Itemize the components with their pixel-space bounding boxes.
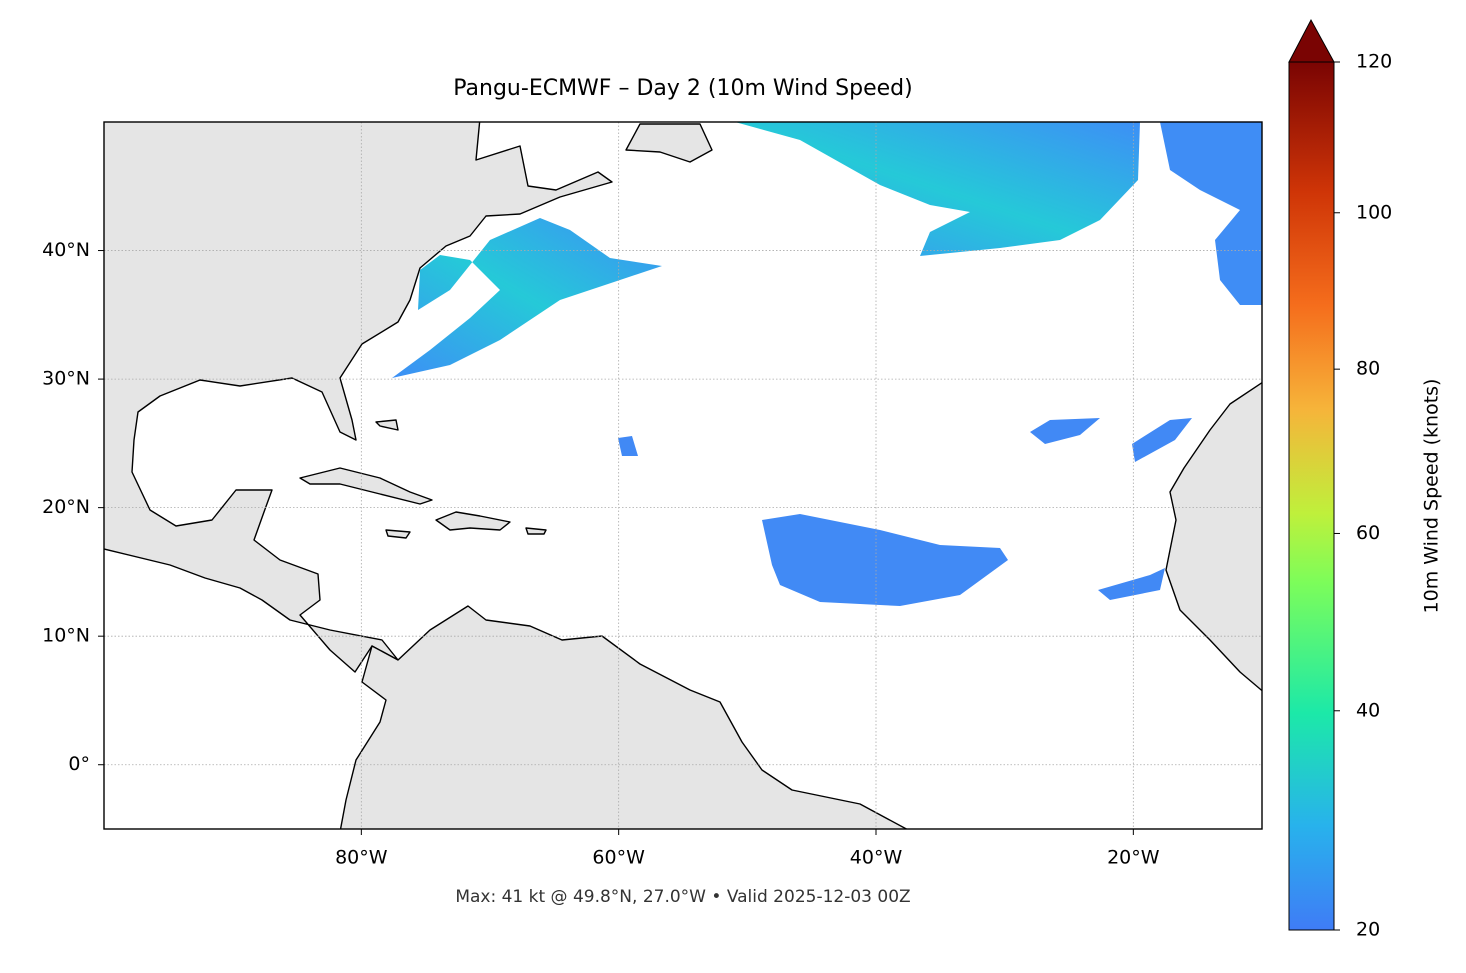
wind-area xyxy=(762,514,1008,606)
colorbar-tick-label: 80 xyxy=(1356,358,1380,380)
y-tick-label: 40°N xyxy=(42,239,90,261)
islands xyxy=(375,419,547,539)
map-body xyxy=(104,122,1262,829)
x-tick-label: 60°W xyxy=(592,847,645,869)
africa xyxy=(1165,381,1262,692)
wind-area xyxy=(392,218,662,378)
colorbar-label: 10m Wind Speed (knots) xyxy=(1421,379,1443,614)
colorbar-tick-label: 40 xyxy=(1356,699,1380,721)
x-tick-label: 40°W xyxy=(850,847,903,869)
y-tick-label: 0° xyxy=(68,753,90,775)
plot-frame xyxy=(103,121,1263,830)
colorbar xyxy=(1288,61,1335,931)
chart-title: Pangu-ECMWF – Day 2 (10m Wind Speed) xyxy=(453,76,912,101)
colorbar-tick-label: 60 xyxy=(1356,522,1380,544)
colorbar-extend xyxy=(1288,18,1335,63)
canada-east xyxy=(625,123,713,163)
hispaniola xyxy=(435,511,511,531)
south-america xyxy=(339,605,908,829)
colorbar-tick-label: 100 xyxy=(1356,201,1392,223)
footnote: Max: 41 kt @ 49.8°N, 27.0°W • Valid 2025… xyxy=(455,887,910,907)
grid xyxy=(104,122,1262,829)
wind-area xyxy=(618,418,1192,600)
y-tick-label: 20°N xyxy=(42,496,90,518)
cuba xyxy=(299,467,433,505)
x-tick-label: 80°W xyxy=(335,847,388,869)
x-tick-label: 20°W xyxy=(1107,847,1160,869)
wind-area xyxy=(1160,122,1262,305)
north-america xyxy=(104,122,613,673)
wind-area xyxy=(735,122,1140,256)
colorbar-tick-label: 20 xyxy=(1356,919,1380,941)
y-tick-label: 10°N xyxy=(42,625,90,647)
y-tick-label: 30°N xyxy=(42,368,90,390)
colorbar-tick-label: 120 xyxy=(1356,51,1392,73)
